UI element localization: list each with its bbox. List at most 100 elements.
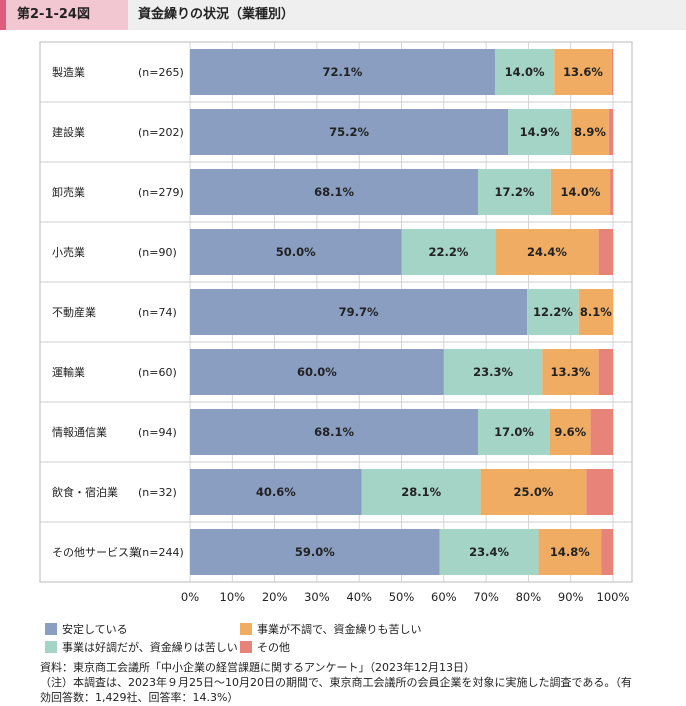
bar-segment [190,169,479,215]
category-label: その他サービス業 [52,546,140,559]
source-note: 資料：東京商工会議所「中小企業の経営課題に関するアンケート」（2023年12月1… [40,661,476,674]
stacked-bar-chart: 72.1% 14.0% 13.6% 製造業 (n=265) 75.2% 14.9% 8.9% 建… [39,41,633,604]
bar-segment [439,529,539,575]
bar-segment [478,409,550,455]
data-label: 68.1% [314,185,354,199]
category-label: 製造業 [52,65,85,79]
category-label: 運輸業 [52,365,85,379]
bar-segment [611,49,613,95]
legend-item-0: 安定している [45,621,128,637]
data-label: 14.0% [560,185,600,199]
sample-size-label: (n=60) [138,366,177,379]
legend-swatch-stable [45,623,57,635]
legend-label: 事業が不調で、資金繰りも苦しい [257,623,422,636]
sample-size-label: (n=74) [138,306,177,319]
data-label: 25.0% [514,485,554,499]
data-label: 72.1% [323,65,363,79]
survey-note-line1: （注）本調査は、2023年９月25日～10月20日の期間で、東京商工会議所の会員… [40,676,632,689]
sample-size-label: (n=265) [138,66,184,79]
bar-segment [190,349,444,395]
chart-notes: 資料：東京商工会議所「中小企業の経営課題に関するアンケート」（2023年12月1… [40,660,640,705]
category-label: 卸売業 [52,185,85,199]
data-label: 17.0% [494,425,534,439]
x-tick-label: 10% [220,590,246,604]
category-label: 飲食・宿泊業 [52,485,118,499]
bar-segment [554,49,612,95]
x-tick-label: 100% [597,590,630,604]
data-label: 13.3% [551,365,591,379]
bar-segment [508,109,572,155]
data-label: 50.0% [276,245,316,259]
figure-number: 第2-1-24図 [17,7,90,22]
legend-item-1: 事業が不調で、資金繰りも苦しい [240,621,422,637]
sample-size-label: (n=202) [138,126,184,139]
legend-label: その他 [257,641,290,654]
sample-size-label: (n=244) [138,546,184,559]
data-label: 9.6% [554,425,586,439]
bar-segment [190,529,440,575]
data-label: 75.2% [329,125,369,139]
legend-label: 事業は好調だが、資金繰りは苦しい [62,641,238,654]
survey-note-line2: 効回答数：1,429社、回答率：14.3%） [40,691,239,704]
bar-segment [401,229,496,275]
data-label: 14.8% [550,545,590,559]
bar-segment [527,289,579,335]
data-label: 23.3% [473,365,513,379]
data-label: 13.6% [563,65,603,79]
x-tick-label: 70% [473,590,499,604]
legend-item-3: その他 [240,639,290,655]
data-label: 23.4% [469,545,509,559]
x-tick-label: 40% [346,590,372,604]
bar-segment [542,349,599,395]
figure-title: 資金繰りの状況（業種別） [138,7,295,22]
bar-segment [190,409,479,455]
legend-item-2: 事業は好調だが、資金繰りは苦しい [45,639,238,655]
category-label: 建設業 [52,125,85,139]
bar-segment [586,469,613,515]
data-label: 22.2% [428,245,468,259]
x-tick-label: 60% [431,590,457,604]
data-label: 60.0% [297,365,337,379]
data-label: 8.1% [580,305,612,319]
data-label: 17.2% [494,185,534,199]
plot-frame [39,41,633,583]
x-tick-label: 0% [181,590,199,604]
data-label: 8.9% [574,125,606,139]
data-label: 28.1% [401,485,441,499]
data-label: 79.7% [339,305,379,319]
legend-swatch-other [240,641,252,653]
sample-size-label: (n=32) [138,486,177,499]
data-label: 24.4% [527,245,567,259]
data-label: 14.0% [505,65,545,79]
legend-swatch-good-business [45,641,57,653]
bar-segment [478,169,551,215]
data-label: 68.1% [314,425,354,439]
bar-segment [361,469,481,515]
bar-segment [190,109,509,155]
bar-segment [495,229,599,275]
category-label: 小売業 [52,246,85,259]
bar-segment [550,169,611,215]
x-tick-label: 30% [304,590,330,604]
bar-segment [571,109,609,155]
sample-size-label: (n=279) [138,186,184,199]
figure-header: 第2-1-24図 資金繰りの状況（業種別） [0,0,686,30]
header-accent [0,0,6,30]
bar-segment [443,349,543,395]
legend-label: 安定している [62,623,128,636]
x-tick-label: 20% [262,590,288,604]
data-label: 40.6% [256,485,296,499]
sample-size-label: (n=94) [138,426,177,439]
x-tick-label: 80% [516,590,542,604]
bar-segment [590,409,613,455]
bar-segment [190,229,402,275]
bar-segment [549,409,591,455]
legend-swatch-poor-business [240,623,252,635]
bar-segment [494,49,555,95]
sample-size-label: (n=90) [138,246,177,259]
data-label: 12.2% [533,305,573,319]
data-label: 14.9% [520,125,560,139]
bar-segment [190,289,528,335]
bar-segment [598,349,613,395]
bar-segment [578,289,613,335]
